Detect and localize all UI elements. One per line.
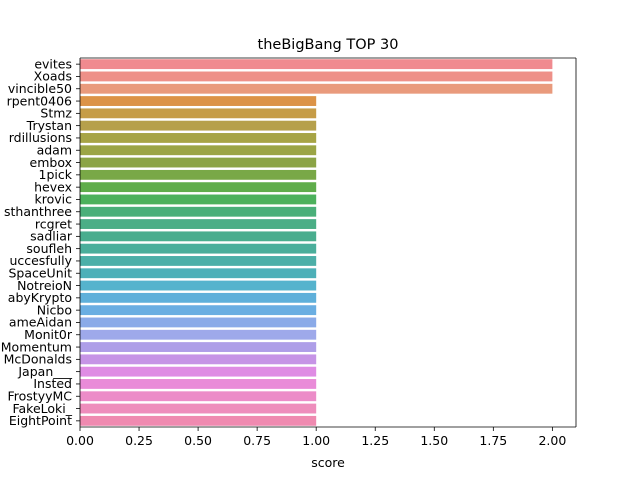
x-tick-label: 0.75 [243, 433, 271, 448]
bar-12 [80, 207, 316, 217]
bar-1 [80, 72, 552, 82]
bar-17 [80, 268, 316, 278]
bar-9 [80, 170, 316, 180]
bar-26 [80, 379, 316, 389]
bar-24 [80, 354, 316, 364]
bar-27 [80, 391, 316, 401]
x-axis-label: score [311, 455, 345, 470]
x-tick-label: 1.50 [420, 433, 448, 448]
bar-15 [80, 244, 316, 254]
bar-14 [80, 231, 316, 241]
x-tick-label: 0.00 [66, 433, 94, 448]
bar-23 [80, 342, 316, 352]
bar-13 [80, 219, 316, 229]
chart-title: theBigBang TOP 30 [258, 37, 399, 53]
bar-10 [80, 182, 316, 192]
bar-2 [80, 84, 552, 94]
bar-21 [80, 318, 316, 328]
bar-0 [80, 59, 552, 69]
bar-4 [80, 108, 316, 118]
bar-7 [80, 145, 316, 155]
x-tick-label: 1.25 [361, 433, 389, 448]
x-tick-label: 0.50 [184, 433, 212, 448]
bar-18 [80, 281, 316, 291]
x-tick-label: 2.00 [538, 433, 566, 448]
bar-25 [80, 367, 316, 377]
bar-22 [80, 330, 316, 340]
bar-5 [80, 121, 316, 131]
bar-20 [80, 305, 316, 315]
bar-29 [80, 416, 316, 426]
bar-3 [80, 96, 316, 106]
bar-8 [80, 158, 316, 168]
y-tick-label: EightPoint [9, 413, 72, 428]
bar-19 [80, 293, 316, 303]
x-tick-label: 0.25 [125, 433, 153, 448]
x-tick-label: 1.75 [479, 433, 507, 448]
bar-28 [80, 404, 316, 414]
bar-16 [80, 256, 316, 266]
x-tick-label: 1.00 [302, 433, 330, 448]
bar-11 [80, 195, 316, 205]
bar-6 [80, 133, 316, 143]
